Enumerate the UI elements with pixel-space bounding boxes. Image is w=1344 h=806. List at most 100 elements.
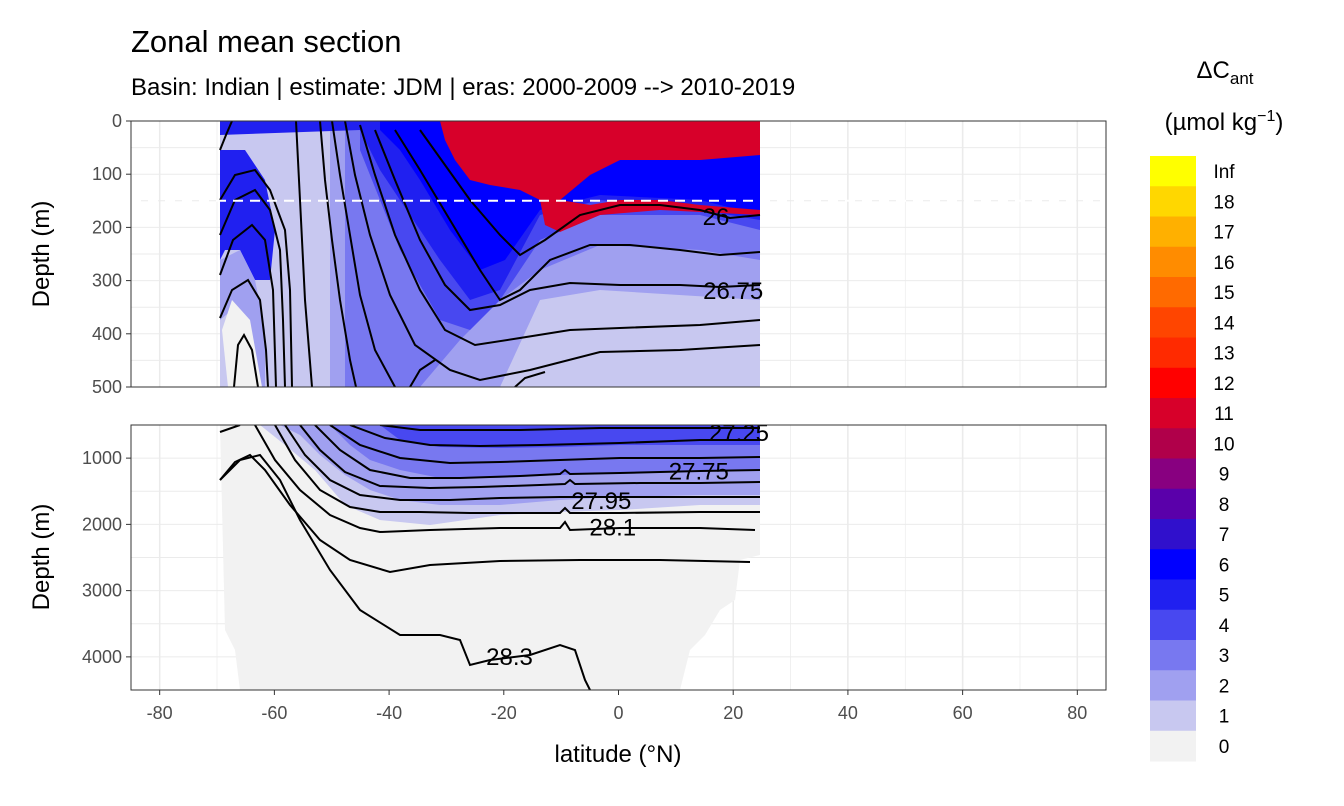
legend-tick-label: 0: [1219, 737, 1230, 758]
upper-panel: 26 26.75 0 100 200 300 400 500: [92, 111, 1107, 397]
legend-tick-label: 8: [1219, 495, 1230, 516]
x-axis-title: latitude (°N): [555, 741, 682, 768]
legend-color-key: [1150, 519, 1196, 550]
legend-tick-label: 4: [1219, 616, 1230, 637]
isopycnal-left-1: [219, 168, 293, 387]
contour-label: 26: [703, 204, 730, 231]
y-tick-label: 100: [92, 164, 122, 184]
y-tick-label: 300: [92, 271, 122, 291]
contour-label: 27.25: [709, 420, 769, 447]
isopycnal-lower-6: [284, 425, 760, 501]
upper-left-blue-band: [220, 150, 275, 280]
isopycnal-27-95: [274, 425, 760, 514]
legend-title-subscript: ant: [1230, 69, 1254, 88]
upper-panel-border: [130, 120, 1107, 388]
legend-title: ΔCant: [1196, 57, 1253, 88]
contour-label: 28.3: [486, 644, 533, 671]
legend-tick-label: 9: [1219, 465, 1230, 486]
isopycnal-28-1: [254, 425, 756, 534]
x-tick-label: -60: [261, 703, 287, 723]
legend-color-key: [1150, 367, 1196, 399]
legend-tick-label: 6: [1219, 555, 1230, 576]
legend-color-key: [1150, 216, 1196, 248]
upper-light-column: [265, 121, 330, 387]
isopycnal-left-4: [219, 278, 269, 387]
contour-label: 28.1: [589, 515, 636, 542]
legend-tick-label: 5: [1219, 586, 1230, 607]
upper-y-axis-title: Depth (m): [28, 201, 55, 308]
legend-color-key: [1150, 579, 1196, 611]
upper-field-red: [440, 121, 760, 200]
isopycnal-26: [419, 129, 761, 257]
legend-title-main: ΔC: [1196, 57, 1229, 84]
lower-y-axis-title: Depth (m): [28, 504, 55, 611]
legend-color-key: [1150, 246, 1196, 278]
legend-color-key: [1150, 549, 1196, 580]
isopycnal-lower-1: [379, 425, 760, 431]
isopycnal-upper-9: [219, 121, 233, 151]
legend-tick-label: 7: [1219, 525, 1230, 546]
isopycnal-lower-3: [329, 425, 761, 465]
legend-unit: (µmol kg−1): [1165, 108, 1284, 136]
y-tick-label: 2000: [82, 514, 122, 534]
isopycnal-27-25: [349, 425, 760, 448]
lower-y-axis: 1000 2000 3000 4000: [82, 448, 131, 667]
x-tick-label: -20: [491, 703, 517, 723]
legend-tick-label: 2: [1219, 676, 1230, 697]
x-tick-label: 40: [838, 703, 858, 723]
legend-tick-label: Inf: [1213, 162, 1235, 183]
isopycnal-lower-9: [219, 453, 751, 574]
legend-tick-label: 16: [1213, 253, 1234, 274]
legend-color-key: [1150, 670, 1196, 701]
isopycnal-upper-6: [331, 121, 396, 387]
legend-color-key: [1150, 277, 1196, 308]
x-tick-label: -80: [147, 703, 173, 723]
legend-tick-label: 3: [1219, 646, 1230, 667]
isopycnal-lower-10: [219, 425, 241, 433]
isopycnal-upper-8: [295, 121, 313, 387]
y-tick-label: 0: [112, 111, 122, 131]
legend-color-key: [1150, 156, 1196, 187]
isopycnal-mid-b: [514, 371, 546, 387]
upper-contour-labels: 26 26.75: [703, 204, 764, 305]
legend-tick-label: 15: [1213, 283, 1234, 304]
isopycnal-mid-a: [409, 359, 436, 387]
legend-color-key: [1150, 488, 1196, 520]
y-tick-label: 500: [92, 377, 122, 397]
legend-tick-label: 11: [1214, 404, 1234, 425]
isopycnal-28-3: [219, 453, 591, 690]
legend-color-key: [1150, 186, 1196, 217]
y-tick-label: 1000: [82, 448, 122, 468]
legend-color-key: [1150, 398, 1196, 429]
chart-subtitle: Basin: Indian | estimate: JDM | eras: 20…: [131, 74, 796, 101]
x-tick-label: 80: [1067, 703, 1087, 723]
legend-color-key: [1150, 458, 1196, 490]
legend-color-key: [1150, 640, 1196, 671]
y-tick-label: 400: [92, 324, 122, 344]
y-tick-label: 200: [92, 217, 122, 237]
legend-unit-close: ): [1275, 109, 1283, 136]
isopycnal-upper-7: [319, 121, 357, 387]
upper-field: 26 26.75: [131, 121, 1106, 387]
legend-tick-label: 14: [1213, 313, 1235, 334]
legend-color-key: [1150, 428, 1196, 459]
legend-tick-label: 1: [1219, 707, 1230, 728]
isopycnal-lower-5: [299, 425, 761, 490]
x-tick-label: 20: [723, 703, 743, 723]
chart-title: Zonal mean section: [131, 24, 402, 59]
isopycnal-26-75: [374, 129, 761, 312]
legend-unit-superscript: −1: [1257, 108, 1275, 125]
legend-tick-label: 17: [1213, 223, 1234, 244]
isopycnal-left-3: [219, 223, 277, 387]
x-tick-label: -40: [376, 703, 402, 723]
isopycnal-upper-4: [359, 124, 761, 347]
y-tick-label: 4000: [82, 647, 122, 667]
legend-color-key: [1150, 307, 1196, 338]
isopycnal-upper-5: [344, 121, 761, 382]
contour-label: 27.75: [669, 458, 729, 485]
legend-color-key: [1150, 337, 1196, 369]
